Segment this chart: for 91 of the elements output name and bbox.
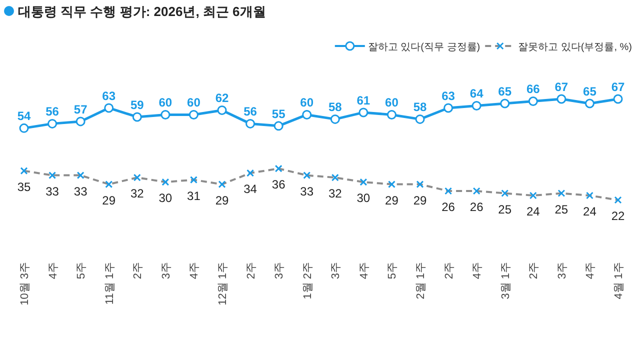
data-label: 58 <box>328 100 342 114</box>
x-tick-label: 2주 <box>443 262 456 280</box>
point <box>160 110 170 120</box>
data-label: 33 <box>74 184 88 198</box>
x-tick-label: 12월 1주 <box>217 262 229 306</box>
x-tick-label: 5주 <box>76 262 88 280</box>
x-tick-label: 3주 <box>556 262 568 280</box>
data-label: 65 <box>498 84 512 98</box>
data-label: 32 <box>130 186 144 201</box>
x-tick-label: 4주 <box>584 262 597 280</box>
point <box>76 116 86 126</box>
data-label: 59 <box>130 98 144 112</box>
point <box>556 94 566 104</box>
point <box>386 110 396 120</box>
point <box>132 112 142 122</box>
point <box>104 103 114 113</box>
data-label: 31 <box>187 188 201 203</box>
legend-label: 잘못하고 있다(부정률, %) <box>518 42 632 53</box>
x-tick-label: 4주 <box>358 262 370 280</box>
point <box>19 123 29 133</box>
point <box>246 118 256 128</box>
x-tick-label: 11월 1주 <box>104 262 116 305</box>
point <box>48 118 58 128</box>
chart-title: 대통령 직무 수행 평가: 2026년, 최근 6개월 <box>18 4 266 19</box>
data-label: 63 <box>102 88 116 103</box>
data-label: 29 <box>385 193 399 208</box>
x-tick-label: 10월 3주 <box>19 262 31 306</box>
data-label: 35 <box>17 180 31 194</box>
data-label: 60 <box>300 96 314 110</box>
data-label: 36 <box>272 178 286 192</box>
x-tick-label: 3주 <box>330 262 342 280</box>
point <box>302 110 312 120</box>
data-label: 25 <box>498 202 512 216</box>
data-label: 24 <box>583 204 597 219</box>
x-tick-label: 2주 <box>245 262 258 280</box>
data-label: 25 <box>554 202 568 216</box>
data-label: 33 <box>46 184 60 198</box>
point <box>358 108 368 118</box>
x-tick-label: 4주 <box>47 262 60 280</box>
x-tick-label: 4주 <box>472 262 484 280</box>
data-label: 34 <box>244 182 258 196</box>
data-label: 24 <box>526 204 540 219</box>
data-label: 56 <box>46 104 60 119</box>
data-label: 54 <box>17 109 31 124</box>
point <box>444 103 454 113</box>
point <box>188 110 198 120</box>
point <box>528 96 538 106</box>
x-tick-label: 4주 <box>188 262 201 280</box>
data-label: 32 <box>328 186 342 201</box>
point <box>472 100 482 110</box>
x-tick-label: 4월 1주 <box>613 262 625 300</box>
x-tick-label: 2주 <box>528 262 540 280</box>
data-label: 60 <box>385 96 399 110</box>
point <box>330 114 340 124</box>
data-label: 55 <box>272 106 286 121</box>
data-label: 30 <box>356 191 370 206</box>
data-label: 26 <box>470 200 484 214</box>
x-tick-label: 1월 2주 <box>302 262 314 300</box>
data-label: 64 <box>470 86 484 101</box>
data-label: 62 <box>215 91 229 106</box>
data-label: 65 <box>583 84 597 98</box>
x-tick-label: 5주 <box>386 262 399 280</box>
point <box>584 98 594 108</box>
data-label: 56 <box>244 104 258 119</box>
data-label: 66 <box>526 82 540 96</box>
data-label: 60 <box>158 96 172 110</box>
data-label: 26 <box>442 200 456 214</box>
data-label: 67 <box>611 80 625 94</box>
data-label: 60 <box>187 96 201 110</box>
point <box>274 121 284 131</box>
data-label: 29 <box>215 193 229 208</box>
data-label: 22 <box>611 209 625 223</box>
data-label: 29 <box>413 193 427 208</box>
legend-label: 잘하고 있다(직무 긍정률) <box>368 42 480 53</box>
x-tick-label: 3주 <box>274 262 286 280</box>
data-label: 33 <box>300 184 314 198</box>
point <box>613 94 623 104</box>
x-tick-label: 2월 1주 <box>415 262 427 300</box>
data-label: 63 <box>442 88 456 103</box>
point <box>415 114 425 124</box>
point <box>217 105 227 115</box>
data-label: 29 <box>102 193 116 208</box>
point <box>500 98 510 108</box>
x-tick-label: 3월 1주 <box>500 262 512 300</box>
data-label: 58 <box>413 100 427 114</box>
x-tick-label: 3주 <box>160 262 172 280</box>
data-label: 61 <box>356 93 370 108</box>
x-tick-label: 2주 <box>132 262 144 280</box>
data-label: 30 <box>158 191 172 206</box>
data-label: 57 <box>74 102 88 116</box>
data-label: 67 <box>554 80 568 94</box>
